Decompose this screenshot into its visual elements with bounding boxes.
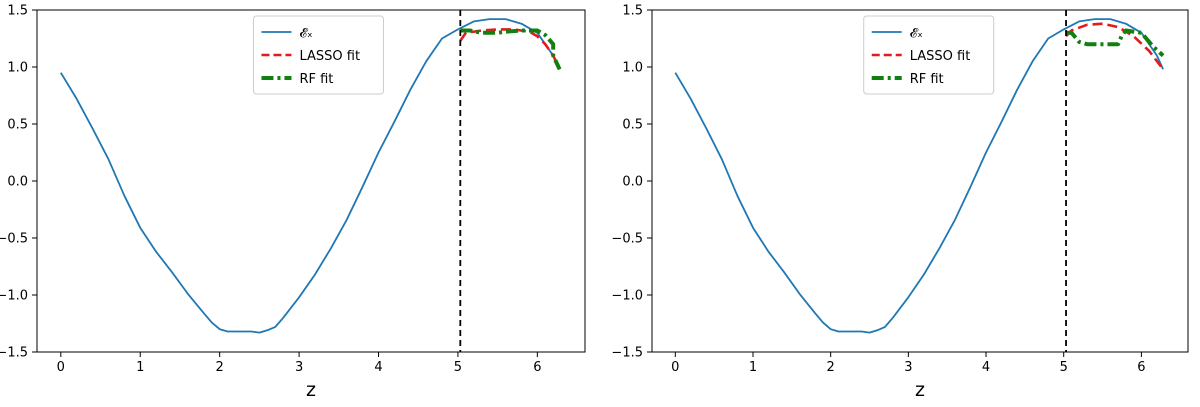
y-tick-label: −1.5	[0, 346, 28, 361]
y-tick-label: −1.5	[611, 346, 643, 361]
y-tick-label: 0.5	[622, 118, 643, 133]
x-tick-label: 1	[136, 360, 144, 375]
x-tick-label: 3	[904, 360, 912, 375]
x-tick-label: 4	[982, 360, 990, 375]
plot-area	[674, 10, 1165, 352]
legend: 𝓔ₓ LASSO fit RF fit	[863, 15, 995, 95]
chart-panel-2: 0 1 2 3 4 5 6 −1.5 −1.0 −0.5 0.0 0.5 1.0 1.5 z 𝓔ₓ LASSO …	[611, 4, 1189, 401]
legend-label-1: 𝓔ₓ	[910, 26, 923, 41]
y-tick-label: 0.0	[7, 175, 28, 190]
y-tick-label: 1.5	[7, 4, 28, 19]
legend-box	[252, 15, 384, 95]
series-line-2	[1065, 22, 1165, 71]
legend: 𝓔ₓ LASSO fit RF fit	[252, 15, 384, 95]
x-tick-label: 2	[216, 360, 224, 375]
legend-label-3: RF fit	[299, 72, 333, 87]
y-tick-label: 0.0	[622, 175, 643, 190]
x-tick-label: 5	[454, 360, 462, 375]
series-line-2	[459, 28, 561, 70]
legend-label-2: LASSO fit	[910, 49, 971, 64]
x-tick-label: 0	[57, 360, 65, 375]
x-tick-label: 6	[1137, 360, 1145, 375]
y-tick-label: 0.5	[7, 118, 28, 133]
y-tick-label: −0.5	[611, 232, 643, 247]
x-tick-label: 1	[749, 360, 757, 375]
x-tick-label: 2	[827, 360, 835, 375]
y-tick-label: 1.0	[7, 61, 28, 76]
series-line-3	[1066, 28, 1165, 58]
series-line-1	[60, 18, 561, 334]
x-axis-label: z	[915, 379, 925, 401]
series-line-1	[674, 18, 1164, 334]
legend-label-3: RF fit	[910, 72, 944, 87]
x-tick-label: 6	[533, 360, 541, 375]
legend-label-1: 𝓔ₓ	[299, 26, 312, 41]
axes-frame	[651, 9, 1189, 353]
y-tick-label: −1.0	[0, 289, 28, 304]
x-axis-label: z	[306, 379, 316, 401]
x-tick-label: 4	[374, 360, 382, 375]
legend-box	[863, 15, 995, 95]
y-tick-label: 1.0	[622, 61, 643, 76]
legend-label-2: LASSO fit	[299, 49, 360, 64]
chart-panel-1: 0 1 2 3 4 5 6 −1.5 −1.0 −0.5 0.0 0.5 1.0 1.5 z 𝓔ₓ LASSO …	[0, 4, 586, 401]
x-tick-label: 5	[1060, 360, 1068, 375]
series-line-3	[460, 28, 562, 71]
y-tick-label: −0.5	[0, 232, 28, 247]
x-tick-label: 0	[671, 360, 679, 375]
x-tick-label: 3	[295, 360, 303, 375]
plot-area	[60, 10, 562, 352]
y-tick-label: 1.5	[622, 4, 643, 19]
y-tick-label: −1.0	[611, 289, 643, 304]
axes-frame	[36, 9, 586, 353]
